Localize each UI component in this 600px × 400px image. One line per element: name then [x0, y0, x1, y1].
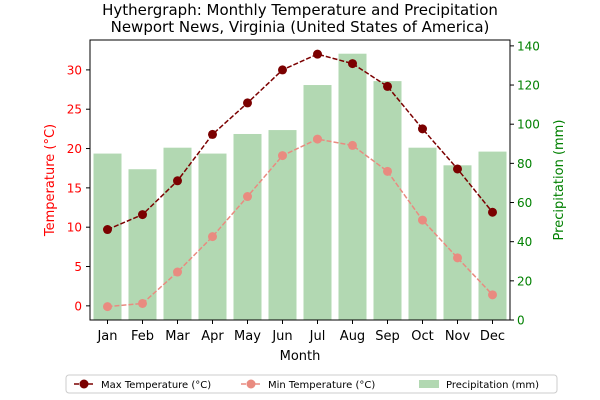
- precip-bar-jul: [303, 85, 332, 320]
- x-tick-label: Jun: [271, 329, 292, 344]
- right-tick-label: 0: [517, 314, 525, 328]
- max-temp-point-nov: [453, 164, 462, 174]
- min-temp-point-apr: [208, 232, 217, 242]
- left-tick-label: 0: [74, 299, 82, 313]
- left-tick-label: 25: [67, 103, 82, 117]
- x-tick-label: Apr: [201, 329, 224, 344]
- left-tick-label: 10: [67, 221, 82, 235]
- legend-label: Max Temperature (°C): [101, 380, 211, 391]
- min-temp-line: [107, 138, 494, 308]
- x-tick-label: Oct: [411, 329, 433, 344]
- min-temp-point-jul: [313, 134, 322, 144]
- x-tick-label: Aug: [340, 329, 365, 344]
- x-tick-label: Jul: [309, 329, 326, 344]
- legend-label: Min Temperature (°C): [268, 380, 375, 391]
- precip-bar-sep: [373, 81, 402, 320]
- max-temp-point-jun: [278, 65, 287, 75]
- x-axis: Jan Feb Mar Apr May Jun Jul Aug Sep Oct Nov Dec: [96, 320, 505, 344]
- max-temp-point-may: [243, 98, 252, 108]
- precip-bar-mar: [163, 147, 192, 320]
- min-temp-point-mar: [173, 267, 182, 277]
- x-tick-label: Jan: [96, 329, 117, 344]
- min-temp-point-oct: [418, 215, 427, 225]
- min-temp-point-jan: [103, 302, 112, 312]
- left-y-axis: 0 5 10 15 20 25 30: [67, 63, 90, 313]
- min-temp-point-jun: [278, 151, 287, 161]
- x-tick-label: Dec: [480, 329, 505, 344]
- x-axis-label: Month: [280, 349, 321, 364]
- max-temp-point-feb: [138, 210, 147, 220]
- max-temp-point-apr: [208, 129, 217, 139]
- legend-frame: [65, 374, 558, 394]
- left-tick-label: 15: [67, 181, 82, 195]
- min-temp-point-sep: [383, 166, 392, 176]
- legend-marker: [246, 379, 256, 389]
- right-y-axis: 0 20 40 60 80 100 120 140: [510, 39, 540, 328]
- right-tick-label: 120: [517, 79, 540, 93]
- right-tick-label: 100: [517, 118, 540, 132]
- min-temp-point-dec: [488, 290, 497, 300]
- max-temp-point-oct: [418, 124, 427, 134]
- min-temp-point-feb: [138, 298, 147, 308]
- right-tick-label: 60: [517, 196, 532, 210]
- precip-bar-may: [233, 133, 262, 320]
- left-tick-label: 5: [74, 260, 82, 274]
- min-temp-point-may: [243, 192, 252, 202]
- x-tick-label: Nov: [445, 329, 471, 344]
- temperature-lines: [103, 49, 497, 312]
- max-temp-point-aug: [348, 59, 357, 69]
- max-temp-line: [107, 53, 494, 231]
- right-tick-label: 80: [517, 157, 532, 171]
- precip-bar-feb: [128, 169, 157, 320]
- left-tick-label: 20: [67, 142, 82, 156]
- legend: Max Temperature (°C) Min Temperature (°C)…: [65, 374, 558, 394]
- x-tick-label: Sep: [375, 329, 400, 344]
- right-tick-label: 20: [517, 274, 532, 288]
- legend-marker: [79, 379, 89, 389]
- max-temp-point-sep: [383, 81, 392, 91]
- left-tick-label: 30: [67, 63, 82, 77]
- x-tick-label: Feb: [131, 329, 154, 344]
- precip-bar-oct: [408, 147, 437, 320]
- max-temp-point-jul: [313, 49, 322, 59]
- min-temp-point-aug: [348, 140, 357, 150]
- chart-subtitle: Newport News, Virginia (United States of…: [111, 18, 490, 36]
- precip-bar-aug: [338, 53, 367, 320]
- precip-bar-nov: [443, 165, 472, 320]
- plot-frame: [89, 39, 511, 321]
- legend-label: Precipitation (mm): [446, 380, 539, 391]
- right-y-axis-label: Precipitation (mm): [552, 120, 567, 241]
- precip-bar-jan: [93, 153, 122, 320]
- legend-bar-swatch: [419, 380, 439, 388]
- chart-title: Hythergraph: Monthly Temperature and Pre…: [102, 1, 498, 19]
- precip-bar-jun: [268, 130, 297, 320]
- left-y-axis-label: Temperature (°C): [43, 124, 58, 237]
- x-tick-label: May: [234, 329, 261, 344]
- max-temp-point-jan: [103, 225, 112, 235]
- min-temp-point-nov: [453, 253, 462, 263]
- precipitation-bars: [93, 53, 507, 320]
- max-temp-point-dec: [488, 207, 497, 217]
- max-temp-point-mar: [173, 176, 182, 186]
- right-tick-label: 140: [517, 39, 540, 53]
- right-tick-label: 40: [517, 235, 532, 249]
- x-tick-label: Mar: [165, 329, 190, 344]
